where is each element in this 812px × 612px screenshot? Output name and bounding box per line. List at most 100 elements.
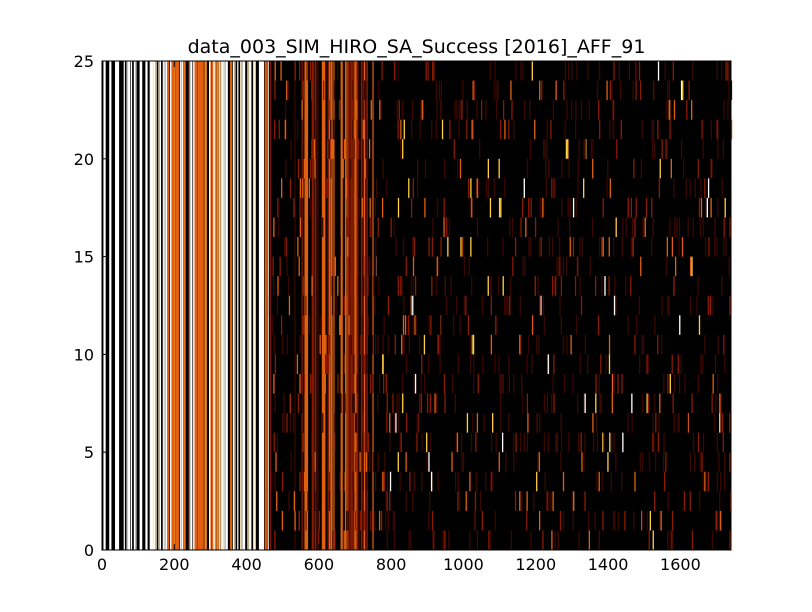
heatmap-speckle-834 — [617, 510, 619, 531]
heatmap-speckle-292 — [566, 334, 568, 355]
heatmap-speckle-154 — [382, 334, 384, 355]
x-tick-label: 400 — [231, 555, 262, 574]
heatmap-speckle-1075 — [284, 119, 286, 140]
heatmap-column-100 — [357, 61, 360, 550]
heatmap-speckle-531 — [416, 413, 418, 433]
heatmap-column-26 — [171, 61, 174, 550]
heatmap-speckle-876 — [519, 432, 522, 453]
heatmap-speckle-839 — [589, 256, 591, 277]
heatmap-speckle-182 — [702, 217, 704, 238]
heatmap-speckle-646 — [455, 295, 458, 316]
heatmap-speckle-306 — [595, 413, 598, 433]
heatmap-speckle-565 — [596, 432, 599, 453]
heatmap-speckle-26 — [392, 393, 394, 414]
heatmap-speckle-811 — [560, 315, 562, 335]
heatmap-speckle-831 — [414, 373, 417, 394]
heatmap-speckle-36 — [702, 432, 705, 453]
heatmap-speckle-115 — [562, 510, 565, 531]
heatmap-speckle-1102 — [313, 139, 316, 159]
heatmap-speckle-614 — [576, 61, 578, 81]
heatmap-speckle-687 — [430, 471, 433, 492]
heatmap-speckle-606 — [709, 158, 712, 179]
heatmap-speckle-230 — [559, 256, 561, 277]
heatmap-speckle-1059 — [308, 178, 310, 198]
heatmap-speckle-1088 — [309, 158, 312, 179]
heatmap-speckle-1013 — [283, 413, 285, 433]
heatmap-speckle-9 — [671, 530, 673, 550]
heatmap-speckle-969 — [369, 256, 371, 277]
heatmap-speckle-617 — [716, 471, 718, 492]
heatmap-speckle-645 — [520, 491, 523, 511]
heatmap-speckle-1090 — [363, 530, 366, 550]
heatmap-speckle-610 — [452, 315, 455, 335]
heatmap-speckle-400 — [598, 237, 601, 257]
heatmap-speckle-749 — [502, 100, 505, 120]
heatmap-speckle-243 — [667, 491, 669, 511]
heatmap-speckle-736 — [598, 100, 600, 120]
heatmap-speckle-958 — [326, 139, 329, 159]
heatmap-speckle-628 — [538, 510, 541, 531]
heatmap-speckle-372 — [638, 61, 641, 81]
heatmap-speckle-148 — [385, 491, 387, 511]
heatmap-speckle-1011 — [332, 530, 334, 550]
heatmap-speckle-1052 — [359, 452, 361, 472]
heatmap-speckle-424 — [536, 471, 538, 492]
heatmap-speckle-179 — [610, 471, 613, 492]
heatmap-speckle-943 — [361, 197, 364, 218]
heatmap-column-81 — [311, 61, 314, 550]
heatmap-speckle-141 — [465, 295, 467, 316]
heatmap-speckle-32 — [524, 256, 526, 277]
heatmap-speckle-785 — [400, 432, 402, 453]
heatmap-speckle-322 — [707, 471, 710, 492]
heatmap-speckle-370 — [459, 158, 462, 179]
heatmap-speckle-700 — [398, 393, 400, 414]
heatmap-speckle-210 — [718, 452, 720, 472]
heatmap-speckle-172 — [714, 237, 716, 257]
heatmap-speckle-273 — [529, 139, 531, 159]
heatmap-speckle-57 — [611, 393, 613, 414]
heatmap-speckle-125 — [421, 432, 423, 453]
heatmap-speckle-838 — [495, 315, 497, 335]
heatmap-speckle-404 — [513, 373, 515, 394]
heatmap-column-47 — [210, 61, 212, 550]
heatmap-speckle-1114 — [332, 256, 334, 277]
heatmap-speckle-747 — [465, 491, 467, 511]
heatmap-speckle-122 — [568, 432, 570, 453]
heatmap-speckle-166 — [398, 413, 400, 433]
heatmap-speckle-993 — [362, 119, 364, 140]
heatmap-speckle-261 — [528, 197, 530, 218]
heatmap-speckle-680 — [403, 119, 405, 140]
heatmap-speckle-468 — [472, 119, 474, 140]
heatmap-speckle-77 — [485, 471, 487, 492]
x-tick-label: 200 — [159, 555, 190, 574]
heatmap-speckle-630 — [482, 354, 484, 374]
heatmap-speckle-107 — [636, 315, 638, 335]
heatmap-speckle-816 — [571, 491, 573, 511]
heatmap-speckle-662 — [432, 217, 434, 238]
heatmap-speckle-410 — [724, 471, 726, 492]
heatmap-speckle-974 — [344, 471, 346, 492]
heatmap-speckle-14 — [728, 256, 730, 277]
heatmap-speckle-183 — [426, 432, 428, 453]
heatmap-column-54 — [220, 61, 222, 550]
heatmap-speckle-858 — [544, 471, 546, 492]
heatmap-speckle-174 — [541, 80, 543, 101]
x-axis: 0 200 400 600 800 1000 1200 1400 1600 — [97, 61, 701, 574]
heatmap-speckle-872 — [560, 413, 562, 433]
heatmap-speckle-328 — [599, 119, 601, 140]
heatmap-speckle-239 — [476, 100, 478, 120]
heatmap-speckle-70 — [490, 530, 492, 550]
heatmap-speckle-856 — [468, 256, 470, 277]
heatmap-speckle-579 — [500, 413, 502, 433]
heatmap-speckle-804 — [382, 354, 384, 374]
heatmap-speckle-162 — [634, 61, 637, 81]
heatmap-speckle-203 — [653, 432, 655, 453]
heatmap-speckle-582 — [498, 197, 501, 218]
heatmap-speckle-713 — [451, 373, 454, 394]
heatmap-speckle-786 — [728, 80, 730, 101]
heatmap-speckle-248 — [411, 100, 414, 120]
heatmap-speckle-593 — [554, 178, 556, 198]
heatmap-speckle-1142 — [272, 256, 274, 277]
heatmap-speckle-955 — [303, 158, 305, 179]
heatmap-column-4 — [117, 61, 120, 550]
